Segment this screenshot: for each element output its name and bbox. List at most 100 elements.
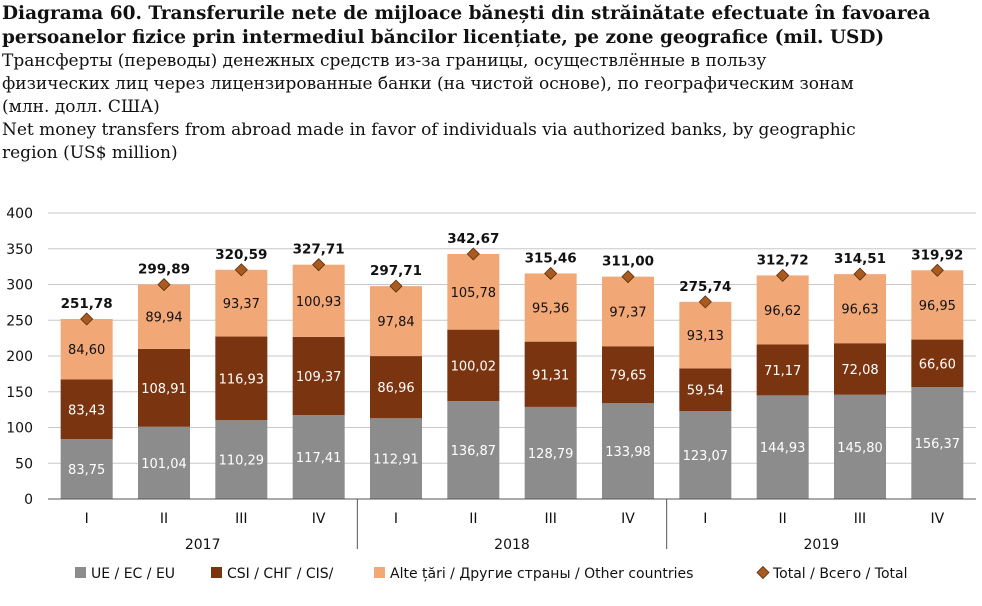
bar-segment-other: [756, 275, 809, 345]
data-label-eu: 83,75: [68, 463, 105, 478]
bar-segment-cis: [834, 343, 886, 395]
data-label-cis: 79,65: [609, 369, 646, 384]
bar-segment-other: [834, 274, 886, 344]
bar-segment-eu: [370, 418, 422, 499]
data-label-other: 105,78: [451, 286, 497, 301]
data-label-cis: 66,60: [919, 357, 956, 372]
y-tick-label: 0: [24, 492, 33, 508]
title-en-line1: Net money transfers from abroad made in …: [2, 120, 856, 140]
data-label-eu: 110,29: [219, 454, 265, 469]
y-tick-label: 300: [6, 278, 33, 294]
bar-segment-cis: [756, 344, 809, 396]
x-tick-label: I: [703, 511, 707, 527]
bar-segment-cis: [447, 329, 500, 402]
data-label-eu: 117,41: [296, 451, 342, 466]
data-label-cis: 108,91: [141, 382, 187, 397]
total-label: 314,51: [834, 251, 886, 267]
bar-segment-other: [215, 269, 268, 337]
data-label-eu: 144,93: [760, 441, 806, 456]
total-marker: [466, 247, 480, 261]
bar-segment-other: [138, 284, 190, 349]
total-label: 319,92: [911, 247, 963, 263]
bar-segment-eu: [60, 439, 113, 499]
data-label-other: 84,60: [68, 343, 105, 358]
x-tick-label: IV: [930, 511, 944, 527]
group-label: 2019: [804, 537, 840, 553]
bar-segment-eu: [138, 426, 190, 499]
total-label: 275,74: [679, 279, 731, 295]
data-label-eu: 133,98: [605, 445, 651, 460]
data-label-cis: 83,43: [68, 403, 105, 418]
grid-lines: [48, 212, 976, 500]
x-tick-label: IV: [312, 511, 326, 527]
total-marker: [234, 263, 248, 277]
total-marker: [698, 295, 712, 309]
bar-segment-eu: [679, 411, 732, 499]
total-marker: [389, 279, 403, 293]
data-label-other: 100,93: [296, 295, 342, 310]
data-label-cis: 109,37: [296, 370, 342, 385]
y-tick-label: 50: [15, 456, 33, 472]
bar-segment-cis: [138, 348, 190, 427]
y-axis-ticks: 0 50 100 150 200 250 300 350 400: [6, 206, 33, 508]
legend-label: CSI / СНГ / CIS/: [227, 566, 334, 582]
bar-segment-other: [602, 276, 654, 347]
legend-label: Alte țări / Другие страны / Other countr…: [390, 566, 693, 582]
total-label: 311,00: [602, 254, 654, 270]
bar-segment-eu: [911, 387, 964, 499]
total-label: 251,78: [61, 296, 113, 312]
total-label: 299,89: [138, 262, 190, 278]
total-label: 342,67: [447, 231, 499, 247]
bar-segment-cis: [370, 356, 422, 419]
title-ru-line2: физических лиц через лицензированные бан…: [2, 74, 854, 94]
total-marker: [853, 267, 867, 281]
bars: 83,75 83,43 84,60 101,04 108,91 89,94 110,29 11…: [60, 253, 964, 499]
stacked-bar-chart: 0 50 100 150 200 250 300 350 400 83,75 83,43 84,60…: [6, 206, 976, 582]
x-tick-label: III: [235, 511, 247, 527]
total-marker: [930, 263, 944, 277]
data-label-eu: 112,91: [373, 453, 419, 468]
bar-segment-other: [292, 264, 345, 337]
x-tick-label: III: [544, 511, 556, 527]
total-label: 320,59: [215, 247, 267, 263]
data-label-other: 97,84: [377, 315, 414, 330]
total-marker: [312, 258, 326, 272]
bar-segment-cis: [524, 341, 577, 407]
y-tick-label: 350: [6, 242, 33, 258]
bar-segment-other: [911, 270, 964, 340]
data-label-cis: 59,54: [687, 384, 724, 399]
data-label-other: 93,13: [687, 329, 724, 344]
y-tick-label: 250: [6, 313, 33, 329]
y-tick-label: 400: [6, 206, 33, 222]
bar-segment-eu: [292, 415, 345, 499]
bar-segment-cis: [602, 346, 654, 404]
bar-segment-cis: [60, 379, 113, 440]
group-label: 2017: [185, 537, 221, 553]
legend-label: UE / ЕС / EU: [91, 566, 175, 582]
data-label-eu: 145,80: [837, 441, 883, 456]
x-tick-label: I: [394, 511, 398, 527]
total-marker: [621, 270, 635, 284]
x-tick-label: II: [469, 511, 477, 527]
data-label-eu: 156,37: [915, 437, 961, 452]
data-label-eu: 101,04: [141, 457, 187, 472]
total-label: 297,71: [370, 263, 422, 279]
legend-swatch: [374, 567, 385, 578]
total-marker: [157, 278, 171, 292]
data-label-other: 89,94: [145, 311, 182, 326]
data-label-cis: 71,17: [764, 364, 801, 379]
bar-segment-other: [447, 253, 500, 330]
title-en-line2: region (US$ million): [2, 143, 178, 163]
title-ru-line3: (млн. долл. США): [2, 97, 160, 117]
bar-segment-cis: [215, 336, 268, 421]
legend: UE / ЕС / EU CSI / СНГ / CIS/Alte țări / …: [75, 565, 907, 582]
data-label-cis: 72,08: [841, 363, 878, 378]
x-tick-label: I: [85, 511, 89, 527]
y-tick-label: 200: [6, 349, 33, 365]
data-label-cis: 91,31: [532, 368, 569, 383]
x-tick-label: III: [854, 511, 866, 527]
bar-segment-other: [60, 318, 113, 380]
chart-header: Diagrama 60. Transferurile nete de mijlo…: [2, 2, 980, 165]
bar-segment-eu: [447, 401, 500, 499]
